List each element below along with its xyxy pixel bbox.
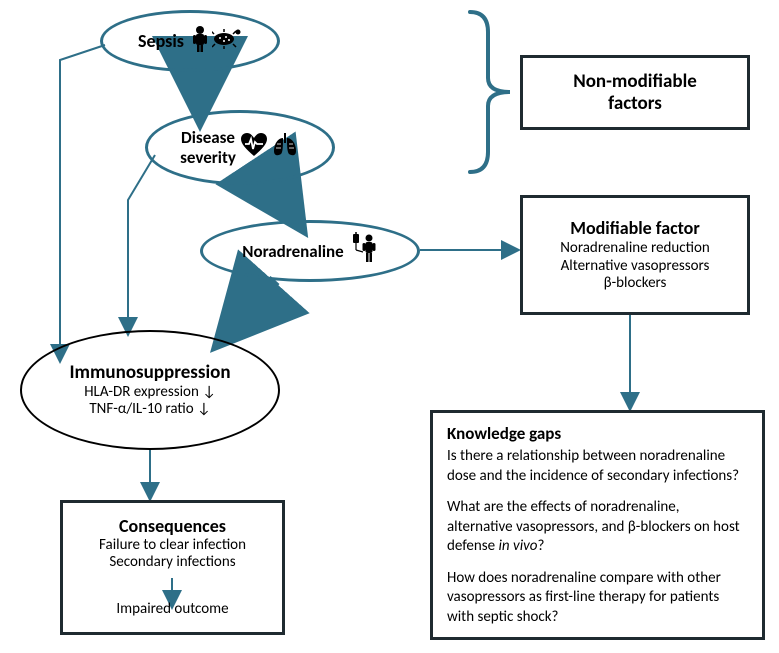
nonmod-t1: Non-modifiable bbox=[573, 71, 697, 93]
iv-patient-icon bbox=[350, 232, 378, 271]
kg-q2-c: ? bbox=[537, 537, 544, 555]
conseq-l2: Secondary infections bbox=[109, 554, 235, 571]
kg-q2-a: What are the effects of noradrenaline, a… bbox=[447, 498, 740, 555]
node-immunosuppression: Immunosuppression HLA-DR expression ↓ TN… bbox=[20, 330, 280, 450]
immuno-title: Immunosuppression bbox=[69, 362, 230, 384]
kg-title: Knowledge gaps bbox=[447, 423, 561, 445]
mod-l3: β-blockers bbox=[604, 275, 667, 292]
mod-l1: Noradrenaline reduction bbox=[560, 240, 710, 257]
mod-title: Modifiable factor bbox=[570, 218, 700, 239]
node-sepsis: Sepsis bbox=[100, 10, 280, 72]
disease-to-immuno-thin bbox=[128, 155, 155, 333]
node-noradrenaline: Noradrenaline bbox=[200, 220, 420, 282]
conseq-l1: Failure to clear infection bbox=[99, 537, 246, 554]
heart-ecg-icon bbox=[240, 132, 268, 163]
kg-q1: Is there a relationship between noradren… bbox=[447, 447, 748, 486]
box-consequences: Consequences Failure to clear infection … bbox=[60, 500, 285, 635]
kg-q2: What are the effects of noradrenaline, a… bbox=[447, 498, 748, 557]
box-knowledge-gaps: Knowledge gaps Is there a relationship b… bbox=[430, 410, 765, 640]
diagram-canvas: Sepsis Disease severity Noradrenaline Im… bbox=[0, 0, 779, 653]
sepsis-label: Sepsis bbox=[138, 30, 184, 52]
disease-label-bot: severity bbox=[180, 148, 236, 168]
sepsis-to-immuno-thin bbox=[60, 45, 105, 360]
box-modifiable: Modifiable factor Noradrenaline reductio… bbox=[520, 195, 750, 315]
mod-l2: Alternative vasopressors bbox=[561, 258, 710, 275]
immuno-line2: TNF-α/IL-10 ratio ↓ bbox=[89, 401, 210, 418]
bacteria-icon bbox=[212, 26, 242, 57]
disease-label-top: Disease bbox=[181, 128, 235, 148]
node-disease-severity: Disease severity bbox=[145, 110, 335, 185]
noradrenaline-label: Noradrenaline bbox=[242, 241, 343, 262]
conseq-title: Consequences bbox=[119, 516, 226, 537]
person-icon bbox=[190, 25, 210, 58]
kg-q3: How does noradrenaline compare with othe… bbox=[447, 569, 748, 628]
nonmod-t2: factors bbox=[608, 93, 662, 115]
immuno-line1: HLA-DR expression ↓ bbox=[84, 384, 216, 401]
norad-to-immuno bbox=[226, 280, 275, 335]
disease-to-norad bbox=[272, 183, 295, 218]
lungs-icon bbox=[270, 132, 300, 163]
kg-q2-b: in vivo bbox=[498, 537, 537, 555]
box-non-modifiable: Non-modifiable factors bbox=[520, 55, 750, 130]
conseq-l3: Impaired outcome bbox=[116, 601, 228, 618]
